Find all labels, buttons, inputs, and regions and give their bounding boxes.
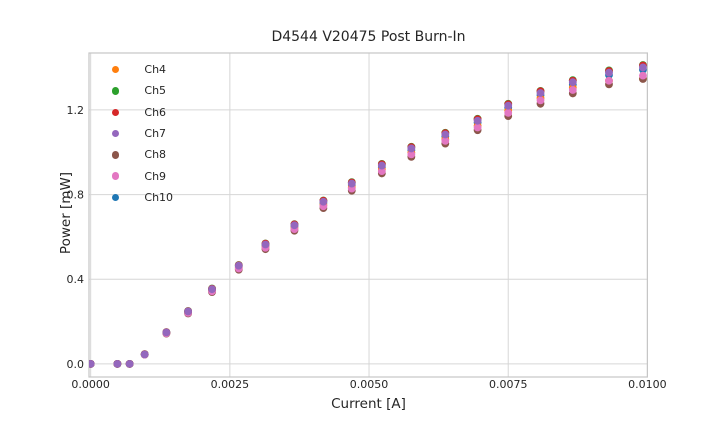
data-point-ch9 [568,86,577,94]
data-point-ch7 [347,179,356,188]
legend-item-ch8: Ch8 [100,144,173,165]
legend-label: Ch10 [144,190,174,204]
legend-marker-icon [112,193,120,202]
data-point-ch7 [407,144,416,153]
legend-item-ch7: Ch7 [100,123,173,144]
y-tick-label: 0.4 [67,273,85,286]
axes-spines [88,52,649,378]
data-point-ch9 [377,167,386,175]
data-point-ch9 [407,150,416,159]
data-point-ch7 [504,101,513,110]
data-point-ch7 [319,197,328,206]
legend-label: Ch4 [144,63,167,77]
legend-item-ch4: Ch4 [100,59,173,80]
data-point-ch7 [473,116,482,125]
legend-label: Ch8 [144,148,167,162]
data-point-ch7 [184,307,192,316]
data-point-ch9 [639,71,647,80]
data-point-ch7 [377,161,386,170]
data-point-ch7 [290,221,299,230]
data-point-ch7 [125,359,134,368]
legend-label: Ch5 [144,84,167,98]
legend: Ch4 Ch5 Ch6 Ch7 Ch8 Ch9 Ch10 [100,59,173,208]
data-point-ch7 [536,89,545,97]
legend-marker-icon [112,129,120,138]
data-point-ch7 [208,285,216,294]
data-point-ch7 [140,350,149,359]
y-tick-label: 0.8 [67,189,85,202]
legend-label: Ch9 [144,169,167,183]
data-point-ch7 [162,328,171,337]
x-tick-label: 0.0100 [628,378,667,391]
data-point-ch9 [605,76,613,85]
data-point-ch7 [605,68,613,77]
legend-label: Ch7 [144,127,167,141]
legend-marker-icon [112,172,120,180]
legend-label: Ch6 [144,105,167,119]
legend-item-ch9: Ch9 [100,165,173,186]
legend-marker-icon [112,87,120,95]
legend-item-ch6: Ch6 [100,102,173,123]
data-point-ch7 [639,63,647,72]
legend-item-ch10: Ch10 [100,187,173,208]
x-tick-label: 0.0025 [211,378,250,391]
legend-marker-icon [112,151,120,159]
data-points-layer [89,61,647,368]
legend-marker-icon [112,65,120,74]
y-axis-label: Power [mW] [58,171,74,255]
chart-title: D4544 V20475 Post Burn-In [271,29,466,45]
x-tick-label: 0.0000 [71,378,110,391]
x-axis-label: Current [A] [331,396,406,412]
data-point-ch9 [536,96,545,105]
data-point-ch7 [113,359,122,368]
x-tick-label: 0.0075 [489,378,528,391]
data-point-ch7 [234,261,243,270]
data-point-ch7 [89,359,95,368]
legend-item-ch5: Ch5 [100,80,173,101]
x-tick-label: 0.0050 [350,378,389,391]
data-point-ch7 [441,130,450,139]
y-tick-label: 1.2 [67,104,85,117]
data-point-ch7 [261,240,270,249]
y-tick-label: 0.0 [67,358,85,371]
data-point-ch7 [568,78,577,87]
data-point-ch9 [441,136,450,145]
data-point-ch9 [473,123,482,132]
data-point-ch9 [504,108,513,117]
legend-marker-icon [112,108,120,116]
